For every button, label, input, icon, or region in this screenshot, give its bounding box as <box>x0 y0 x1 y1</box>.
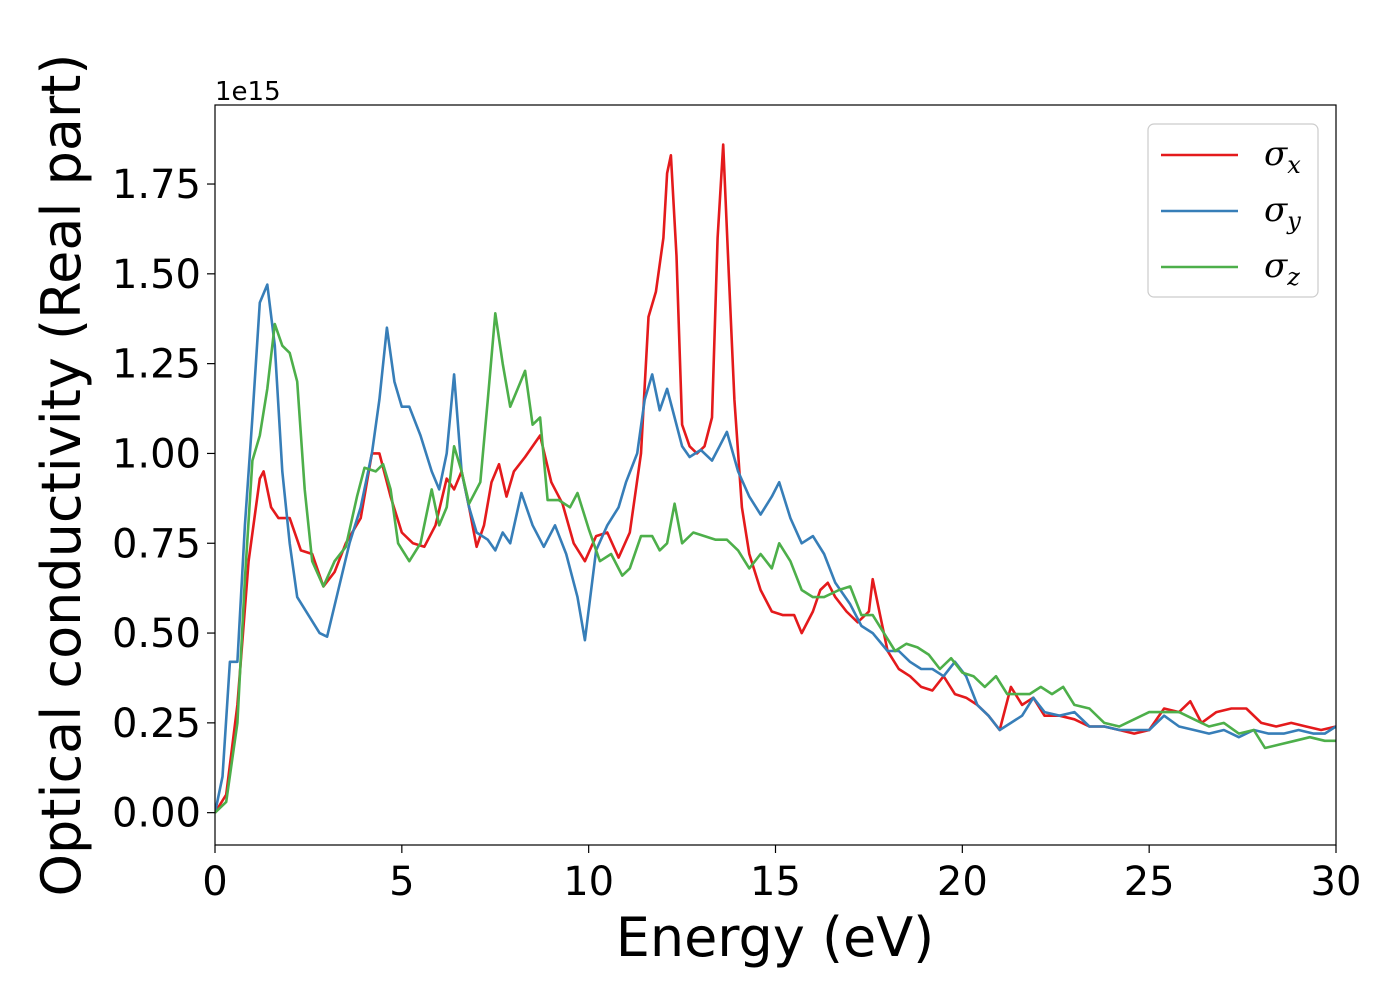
y-tick-label: 0.25 <box>112 701 201 747</box>
series-line-z <box>215 312 1336 814</box>
y-axis-label: Optical conductivity (Real part) <box>30 54 93 897</box>
y-tick-label: 0.75 <box>112 521 201 567</box>
y-tick-label: 1.25 <box>112 342 201 388</box>
x-tick-label: 5 <box>389 859 414 905</box>
y-offset-text: 1e15 <box>215 77 281 107</box>
x-axis: 0 5 10 15 20 25 30 <box>202 845 1361 905</box>
y-tick-label: 0.00 <box>112 791 201 837</box>
series-line-y <box>215 283 1336 813</box>
x-tick-label: 25 <box>1124 859 1175 905</box>
x-axis-label: Energy (eV) <box>616 906 935 969</box>
x-tick-label: 30 <box>1311 859 1362 905</box>
y-axis: 0.00 0.25 0.50 0.75 1.00 1.25 1.50 1.75 <box>112 162 215 837</box>
x-tick-label: 20 <box>937 859 988 905</box>
y-tick-label: 1.50 <box>112 252 201 298</box>
series-line-x <box>215 143 1336 814</box>
x-tick-label: 15 <box>750 859 801 905</box>
y-tick-label: 1.00 <box>112 431 201 477</box>
series-layer <box>215 143 1336 814</box>
x-tick-label: 0 <box>202 859 227 905</box>
y-tick-label: 0.50 <box>112 611 201 657</box>
y-tick-label: 1.75 <box>112 162 201 208</box>
x-tick-label: 10 <box>563 859 614 905</box>
